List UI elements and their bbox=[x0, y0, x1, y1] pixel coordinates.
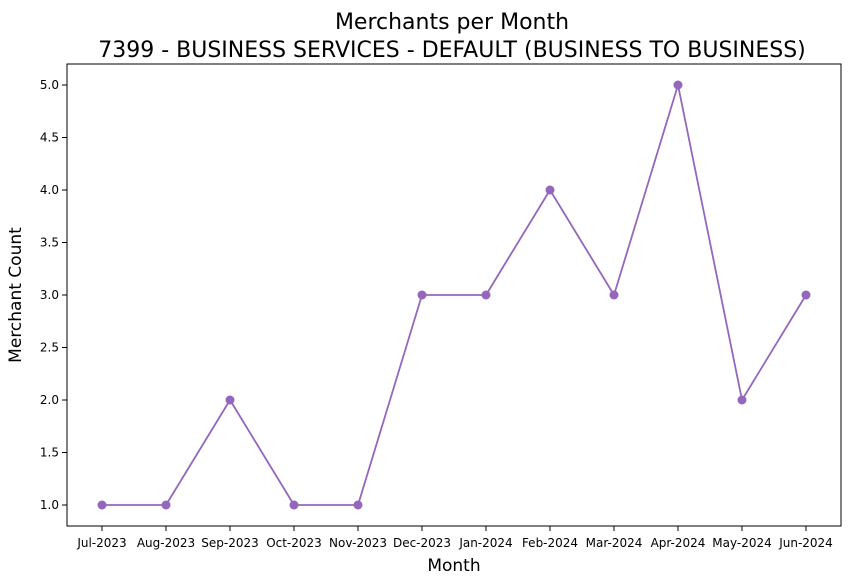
y-tick-label-3: 2.5 bbox=[40, 341, 59, 355]
y-tick-label-4: 3.0 bbox=[40, 288, 59, 302]
data-point-4 bbox=[353, 500, 363, 510]
data-point-0 bbox=[97, 500, 107, 510]
x-tick-label-2: Sep-2023 bbox=[201, 536, 259, 550]
x-axis: Jul-2023 Aug-2023 Sep-2023 Oct-2023 Nov-2023… bbox=[76, 526, 833, 550]
x-tick-label-0: Jul-2023 bbox=[76, 536, 126, 550]
data-point-3 bbox=[289, 500, 299, 510]
data-point-2 bbox=[225, 395, 235, 405]
chart-subtitle: 7399 - BUSINESS SERVICES - DEFAULT (BUSI… bbox=[98, 38, 806, 63]
data-point-6 bbox=[481, 290, 491, 300]
x-tick-label-1: Aug-2023 bbox=[137, 536, 195, 550]
y-tick-label-2: 2.0 bbox=[40, 393, 59, 407]
x-tick-label-9: Apr-2024 bbox=[651, 536, 706, 550]
x-tick-label-11: Jun-2024 bbox=[778, 536, 833, 550]
data-point-5 bbox=[417, 290, 427, 300]
y-axis-label: Merchant Count bbox=[6, 227, 26, 363]
x-tick-label-3: Oct-2023 bbox=[266, 536, 322, 550]
y-axis: 1.0 1.5 2.0 2.5 3.0 3.5 4.0 4.5 5.0 bbox=[40, 78, 67, 512]
series-group bbox=[97, 80, 811, 510]
chart-title: Merchants per Month bbox=[335, 10, 569, 35]
y-tick-label-1: 1.5 bbox=[40, 446, 59, 460]
y-tick-label-6: 4.0 bbox=[40, 183, 59, 197]
x-tick-label-10: May-2024 bbox=[712, 536, 771, 550]
x-tick-label-7: Feb-2024 bbox=[522, 536, 578, 550]
x-tick-label-8: Mar-2024 bbox=[586, 536, 643, 550]
y-tick-label-7: 4.5 bbox=[40, 131, 59, 145]
data-point-7 bbox=[545, 185, 555, 195]
x-tick-label-4: Nov-2023 bbox=[329, 536, 387, 550]
y-tick-label-5: 3.5 bbox=[40, 236, 59, 250]
data-point-10 bbox=[737, 395, 747, 405]
data-point-11 bbox=[801, 290, 811, 300]
x-tick-label-6: Jan-2024 bbox=[458, 536, 512, 550]
series-line-0 bbox=[102, 84, 807, 506]
y-tick-label-8: 5.0 bbox=[40, 78, 59, 92]
x-tick-label-5: Dec-2023 bbox=[393, 536, 451, 550]
data-point-9 bbox=[673, 80, 683, 90]
y-tick-label-0: 1.0 bbox=[40, 498, 59, 512]
x-axis-label: Month bbox=[427, 556, 480, 576]
data-point-8 bbox=[609, 290, 619, 300]
data-point-1 bbox=[161, 500, 171, 510]
